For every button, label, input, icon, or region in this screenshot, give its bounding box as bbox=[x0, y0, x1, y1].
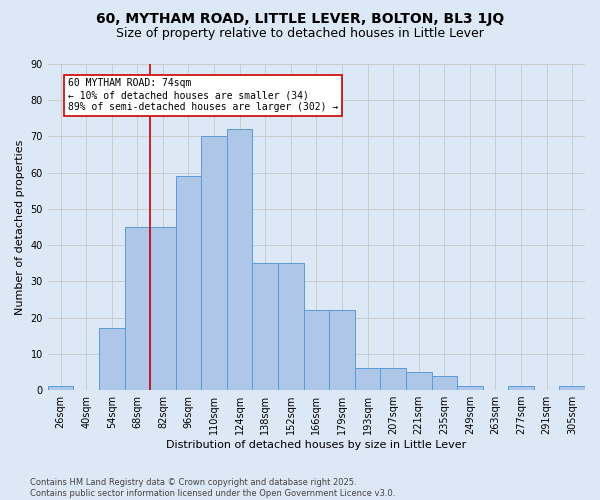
Bar bbox=[355, 368, 380, 390]
Bar bbox=[48, 386, 73, 390]
Bar bbox=[559, 386, 585, 390]
Bar bbox=[150, 227, 176, 390]
Bar bbox=[380, 368, 406, 390]
X-axis label: Distribution of detached houses by size in Little Lever: Distribution of detached houses by size … bbox=[166, 440, 467, 450]
Bar bbox=[304, 310, 329, 390]
Text: Contains HM Land Registry data © Crown copyright and database right 2025.
Contai: Contains HM Land Registry data © Crown c… bbox=[30, 478, 395, 498]
Bar bbox=[125, 227, 150, 390]
Bar bbox=[457, 386, 482, 390]
Bar bbox=[406, 372, 431, 390]
Text: 60, MYTHAM ROAD, LITTLE LEVER, BOLTON, BL3 1JQ: 60, MYTHAM ROAD, LITTLE LEVER, BOLTON, B… bbox=[96, 12, 504, 26]
Bar bbox=[253, 264, 278, 390]
Bar bbox=[201, 136, 227, 390]
Text: Size of property relative to detached houses in Little Lever: Size of property relative to detached ho… bbox=[116, 28, 484, 40]
Bar bbox=[278, 264, 304, 390]
Bar bbox=[176, 176, 201, 390]
Bar bbox=[329, 310, 355, 390]
Bar bbox=[508, 386, 534, 390]
Y-axis label: Number of detached properties: Number of detached properties bbox=[15, 140, 25, 314]
Bar bbox=[431, 376, 457, 390]
Text: 60 MYTHAM ROAD: 74sqm
← 10% of detached houses are smaller (34)
89% of semi-deta: 60 MYTHAM ROAD: 74sqm ← 10% of detached … bbox=[68, 78, 338, 112]
Bar bbox=[227, 129, 253, 390]
Bar bbox=[99, 328, 125, 390]
